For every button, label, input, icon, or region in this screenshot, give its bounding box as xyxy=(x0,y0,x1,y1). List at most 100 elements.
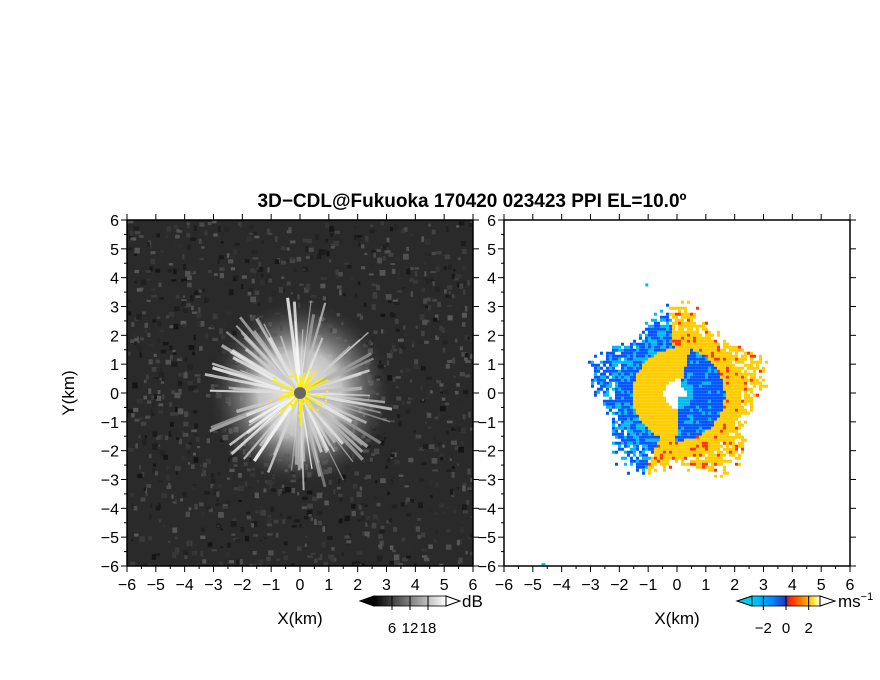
velocity-pixel xyxy=(653,402,657,406)
noise-speckle xyxy=(202,470,206,473)
velocity-pixel xyxy=(650,363,654,367)
noise-speckle xyxy=(168,312,175,317)
velocity-pixel xyxy=(644,405,648,409)
noise-speckle xyxy=(183,280,187,285)
noise-speckle xyxy=(158,410,164,414)
velocity-pixel xyxy=(698,453,702,457)
velocity-pixel xyxy=(668,372,672,376)
velocity-pixel xyxy=(653,336,657,340)
velocity-pixel xyxy=(611,378,615,382)
velocity-pixel xyxy=(629,411,633,415)
velocity-pixel xyxy=(704,339,708,343)
velocity-pixel xyxy=(728,435,732,439)
velocity-pixel xyxy=(707,438,711,442)
velocity-pixel xyxy=(665,444,669,448)
velocity-pixel xyxy=(725,426,729,430)
velocity-pixel xyxy=(605,360,609,364)
noise-speckle xyxy=(445,294,450,298)
noise-speckle xyxy=(444,254,451,260)
velocity-pixel xyxy=(707,336,711,340)
velocity-pixel xyxy=(614,393,618,397)
velocity-pixel xyxy=(665,345,669,349)
noise-speckle xyxy=(280,260,287,265)
velocity-pixel xyxy=(722,411,726,415)
velocity-pixel xyxy=(632,390,636,394)
velocity-pixel xyxy=(725,420,729,424)
noise-speckle xyxy=(433,512,439,516)
velocity-pixel xyxy=(674,390,678,394)
velocity-pixel xyxy=(635,435,639,439)
velocity-pixel xyxy=(737,420,741,424)
velocity-pixel xyxy=(683,396,687,400)
velocity-pixel xyxy=(635,342,639,346)
velocity-pixel xyxy=(722,417,726,421)
noise-speckle xyxy=(390,449,396,453)
velocity-pixel xyxy=(737,453,741,457)
noise-speckle xyxy=(143,395,148,400)
velocity-pixel xyxy=(668,429,672,433)
noise-speckle xyxy=(436,555,441,559)
velocity-pixel xyxy=(650,348,654,352)
y-tick-label: −2 xyxy=(101,444,119,461)
velocity-pixel xyxy=(641,414,645,418)
noise-speckle xyxy=(467,336,470,340)
velocity-pixel xyxy=(758,369,762,373)
velocity-pixel xyxy=(710,435,714,439)
velocity-pixel xyxy=(650,441,654,445)
velocity-pixel xyxy=(611,357,615,361)
velocity-pixel xyxy=(644,399,648,403)
velocity-pixel xyxy=(686,384,690,388)
velocity-pixel xyxy=(704,396,708,400)
velocity-pixel xyxy=(617,411,621,415)
velocity-pixel xyxy=(704,411,708,415)
velocity-pixel xyxy=(620,363,624,367)
x-tick-label: 1 xyxy=(701,577,710,594)
velocity-pixel xyxy=(665,399,669,403)
reflectivity-ray xyxy=(299,392,391,423)
velocity-pixel xyxy=(677,327,681,331)
velocity-pixel xyxy=(701,351,705,355)
velocity-pixel xyxy=(635,396,639,400)
velocity-pixel xyxy=(704,438,708,442)
velocity-pixel xyxy=(626,441,630,445)
velocity-pixel xyxy=(617,447,621,451)
velocity-pixel xyxy=(686,444,690,448)
velocity-pixel xyxy=(725,444,729,448)
velocity-pixel xyxy=(689,372,693,376)
noise-speckle xyxy=(364,476,368,480)
velocity-pixel xyxy=(689,408,693,412)
noise-speckle xyxy=(361,263,365,269)
velocity-pixel xyxy=(653,450,657,454)
velocity-pixel xyxy=(653,342,657,346)
velocity-pixel xyxy=(662,441,666,445)
velocity-pixel xyxy=(617,369,621,373)
velocity-pixel xyxy=(671,363,675,367)
velocity-pixel xyxy=(722,441,726,445)
noise-speckle xyxy=(281,491,286,494)
velocity-pixel xyxy=(698,363,702,367)
velocity-pixel xyxy=(704,408,708,412)
velocity-pixel xyxy=(722,465,726,469)
noise-speckle xyxy=(455,306,458,311)
velocity-pixel xyxy=(680,408,684,412)
noise-speckle xyxy=(134,533,139,537)
noise-speckle xyxy=(296,546,302,551)
noise-speckle xyxy=(184,357,188,362)
velocity-pixel xyxy=(713,354,717,358)
velocity-pixel xyxy=(593,393,597,397)
velocity-pixel xyxy=(704,330,708,334)
velocity-pixel xyxy=(541,563,546,566)
velocity-pixel xyxy=(734,366,738,370)
velocity-pixel xyxy=(632,411,636,415)
velocity-pixel xyxy=(728,387,732,391)
velocity-pixel xyxy=(641,351,645,355)
velocity-pixel xyxy=(737,414,741,418)
x-tick-label: 5 xyxy=(817,577,826,594)
noise-speckle xyxy=(151,413,155,416)
noise-speckle xyxy=(316,510,323,516)
x-tick-label: −6 xyxy=(495,577,513,594)
noise-speckle xyxy=(423,557,430,562)
velocity-pixel xyxy=(692,435,696,439)
velocity-pixel xyxy=(593,375,597,379)
velocity-pixel xyxy=(749,357,753,361)
